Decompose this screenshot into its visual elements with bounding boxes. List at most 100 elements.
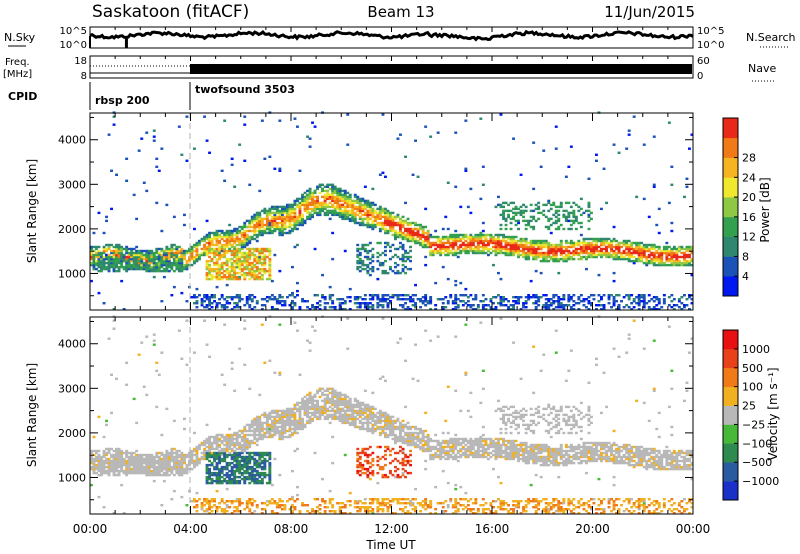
data-cell [220, 479, 224, 483]
data-cell [253, 431, 257, 435]
data-cell [170, 449, 174, 453]
data-cell [323, 296, 327, 299]
data-cell [544, 257, 548, 261]
data-cell [481, 249, 485, 253]
data-cell [454, 237, 458, 241]
data-cell [617, 255, 621, 259]
data-cell [366, 225, 370, 229]
data-cell [391, 223, 395, 227]
data-cell [281, 227, 284, 231]
data-cell [474, 245, 478, 249]
data-cell [205, 510, 209, 513]
data-cell [552, 221, 556, 225]
data-cell [537, 300, 541, 303]
data-cell [391, 294, 395, 297]
data-cell [90, 261, 93, 265]
data-cell [248, 183, 252, 186]
data-cell [652, 306, 656, 309]
data-cell [112, 473, 116, 477]
data-cell [180, 463, 184, 467]
data-cell [240, 443, 244, 447]
data-cell [218, 457, 221, 461]
data-cell [263, 231, 267, 235]
data-cell [652, 251, 656, 255]
data-cell [610, 255, 613, 259]
data-cell [341, 203, 345, 207]
data-cell [248, 221, 252, 225]
data-cell [175, 451, 179, 455]
data-cell [230, 269, 234, 273]
data-cell [655, 308, 659, 311]
data-cell [572, 219, 576, 223]
data-cell [366, 213, 370, 217]
data-cell [368, 213, 372, 217]
data-cell [572, 221, 576, 225]
data-cell [117, 469, 121, 473]
data-cell [208, 508, 211, 511]
data-cell [454, 298, 458, 301]
data-cell [165, 453, 169, 457]
data-cell [208, 481, 211, 485]
data-cell [607, 253, 611, 257]
data-cell [233, 459, 237, 463]
data-cell [273, 425, 277, 429]
data-cell [238, 298, 242, 301]
data-cell [353, 296, 357, 299]
data-cell [537, 217, 541, 221]
data-cell [389, 300, 392, 303]
data-cell [115, 457, 118, 461]
data-cell [492, 239, 495, 243]
data-cell [281, 217, 284, 221]
data-cell [223, 239, 227, 243]
data-cell [524, 296, 528, 299]
data-cell [205, 445, 209, 449]
data-cell [612, 304, 616, 307]
data-cell [165, 459, 169, 463]
data-cell [238, 471, 242, 475]
data-cell [615, 243, 618, 247]
data-cell [404, 221, 407, 225]
data-cell [198, 253, 201, 257]
data-cell [539, 247, 543, 251]
data-cell [554, 219, 558, 223]
data-cell [683, 247, 686, 251]
data-cell [233, 471, 237, 475]
data-cell [112, 267, 116, 271]
data-cell [137, 465, 141, 469]
data-cell [140, 267, 144, 271]
data-cell [248, 451, 252, 455]
data-cell [193, 463, 196, 467]
data-cell [250, 429, 254, 433]
data-cell [275, 502, 279, 505]
data-cell [394, 271, 397, 275]
data-cell [270, 217, 274, 221]
data-cell [220, 498, 224, 501]
data-cell [235, 451, 239, 455]
data-cell [208, 231, 211, 235]
data-cell [275, 427, 279, 431]
data-cell [517, 302, 520, 305]
data-cell [431, 249, 435, 253]
data-cell [243, 449, 247, 453]
data-cell [268, 451, 272, 455]
data-cell [253, 453, 257, 457]
data-cell [293, 219, 297, 223]
data-cell [260, 455, 264, 459]
data-cell [376, 217, 380, 221]
data-cell [253, 213, 257, 217]
data-cell [205, 139, 209, 142]
data-cell [429, 253, 433, 257]
data-cell [198, 457, 201, 461]
data-cell [459, 245, 463, 249]
data-cell [137, 259, 141, 263]
data-cell [579, 197, 583, 201]
data-cell [258, 431, 262, 435]
data-cell [406, 298, 410, 301]
data-cell [230, 233, 234, 237]
data-cell [225, 261, 229, 265]
data-cell [268, 435, 272, 439]
data-cell [205, 277, 209, 281]
data-cell [95, 457, 98, 461]
data-cell [361, 199, 365, 203]
data-cell [436, 298, 440, 301]
